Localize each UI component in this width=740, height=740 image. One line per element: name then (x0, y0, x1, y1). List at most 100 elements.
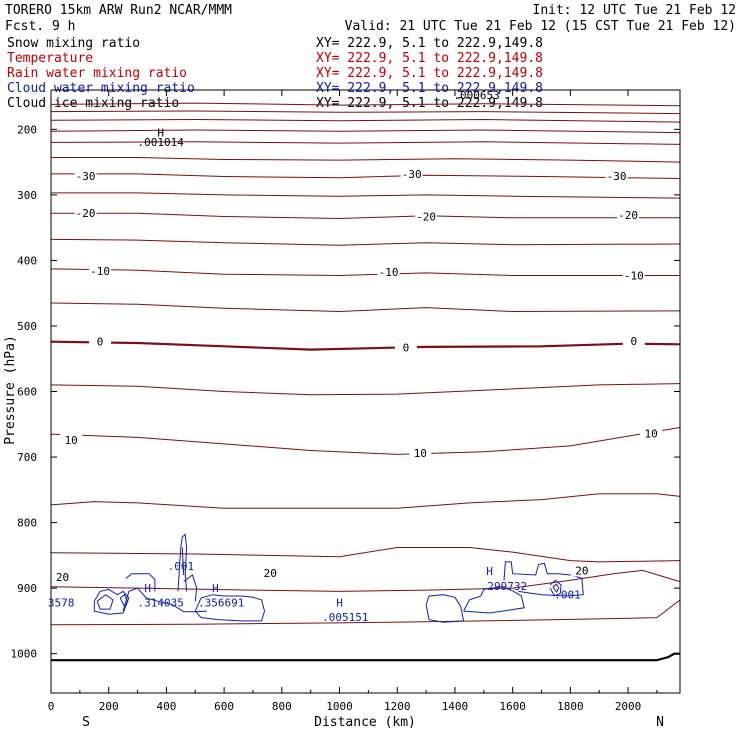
isotherm-label: 20 (264, 567, 277, 580)
isotherm-label-bg (400, 167, 423, 180)
isotherm-label: -10 (624, 269, 644, 282)
isotherm--40 (50, 141, 681, 145)
y-tick-label: 1000 (11, 648, 38, 661)
y-tick-label: 700 (17, 451, 37, 464)
isotherm-label: 10 (65, 434, 78, 447)
isotherm--50 (50, 118, 681, 123)
extremum-label: H (157, 127, 164, 140)
isotherm-labels: -30 -30 -30 -20 -20 -20 -10 -10 -10 0 0 0 10 10 10 20 20… (51, 167, 663, 584)
header-forecast-hour: Fcst. 9 h (5, 19, 75, 34)
ground-line (51, 652, 680, 662)
cloud-water-contour (119, 593, 129, 608)
legend-cloud-ice-xy: XY= 222.9, 5.1 to 222.9,149.8 (316, 96, 543, 111)
legend-rain-label: Rain water mixing ratio (7, 66, 187, 81)
isotherm-label-bg (415, 210, 438, 223)
y-tick-label: 300 (17, 189, 37, 202)
isotherm-label: -30 (76, 170, 96, 183)
isotherm-0 (50, 340, 681, 351)
isotherm-label-bg (89, 335, 112, 348)
isotherm-label-bg (74, 207, 97, 220)
cloud-water-contour (463, 586, 525, 614)
isotherm-label: 20 (575, 564, 588, 577)
isotherm-label: 10 (414, 447, 427, 460)
isotherm-10 (50, 427, 681, 455)
x-tick-label: 1000 (326, 700, 353, 713)
header-title: TORERO 15km ARW Run2 NCAR/MMM (5, 3, 232, 18)
isotherm--25 (51, 192, 681, 199)
isotherm-label-bg (394, 341, 417, 354)
isotherm--35 (51, 157, 681, 163)
legend-cloud-water-xy: XY= 222.9, 5.1 to 222.9,149.8 (316, 81, 543, 96)
x-axis-north-label: N (656, 715, 664, 730)
isotherm-label: 20 (56, 571, 69, 584)
isotherm-label: 10 (645, 427, 658, 440)
x-tick-label: 1200 (384, 700, 411, 713)
extremum-label: .001014 (137, 136, 184, 149)
isotherm-label-bg (640, 427, 663, 440)
legend-cloud-water-label: Cloud water mixing ratio (7, 81, 195, 96)
isotherm-5 (50, 383, 681, 396)
legend-temperature-label: Temperature (7, 51, 93, 66)
isotherm-25 (50, 599, 681, 626)
y-axis-title: Pressure (hPa) (3, 335, 18, 445)
isotherm-label-bg (409, 447, 432, 460)
x-tick-label: 400 (156, 700, 176, 713)
isotherm-15 (50, 493, 681, 509)
isotherm-label-bg (74, 169, 97, 182)
x-tick-label: 0 (48, 700, 55, 713)
y-tick-label: 200 (17, 123, 37, 136)
extremum-label: H (144, 582, 151, 595)
isotherm-label-bg (60, 434, 83, 447)
x-tick-label: 200 (99, 700, 119, 713)
legend-snow-xy: XY= 222.9, 5.1 to 222.9,149.8 (316, 36, 543, 51)
x-tick-label: 1600 (499, 700, 526, 713)
x-tick-label: 800 (272, 700, 292, 713)
cloud-water-contour (425, 594, 465, 623)
y-tick-label: 500 (17, 320, 37, 333)
cloud-water-contour (125, 573, 156, 592)
isotherm--5 (50, 302, 681, 313)
isotherm-label-bg (622, 335, 645, 348)
isotherm-label-bg (89, 264, 112, 277)
cloud-water-contour (181, 547, 185, 576)
isotherm--45 (50, 129, 681, 134)
legend-temperature-xy: XY= 222.9, 5.1 to 222.9,149.8 (316, 51, 543, 66)
x-tick-label: 1800 (557, 700, 584, 713)
isotherm-label-bg (617, 209, 640, 222)
extremum-label: .299732 (481, 580, 527, 593)
extremum-label: H (486, 565, 493, 578)
isotherm--15 (50, 238, 681, 246)
isotherm-label-bg (622, 269, 645, 282)
cloud-water-contour (503, 561, 584, 597)
x-tick-label: 1400 (442, 700, 469, 713)
isotherm-label: -30 (607, 170, 627, 183)
cloud-water-contour (183, 574, 198, 602)
isotherm-label: -20 (416, 210, 436, 223)
isotherm-label: -30 (402, 168, 422, 181)
y-tick-label: 900 (17, 582, 37, 595)
terrain-surface (51, 652, 680, 662)
isotherm--30 (51, 173, 681, 179)
temperature-isotherms (50, 102, 681, 626)
cloud-water-contour (122, 587, 207, 613)
isotherm-label-bg (51, 570, 74, 583)
isotherm--60 (50, 102, 681, 107)
header-valid-time: Valid: 21 UTC Tue 21 Feb 12 (15 CST Tue … (345, 19, 736, 34)
y-tick-label: 800 (17, 517, 37, 530)
legend: Snow mixing ratio XY= 222.9, 5.1 to 222.… (7, 36, 543, 111)
cloud-water-contour (552, 583, 560, 594)
isotherm-label: 0 (631, 335, 638, 348)
legend-snow-label: Snow mixing ratio (7, 36, 140, 51)
cloud-water-contour (177, 533, 188, 592)
isotherm-label: -20 (618, 209, 638, 222)
extremum-label: H (212, 582, 219, 595)
cloud-water-contour (549, 579, 562, 597)
legend-cloud-ice-label: Cloud ice mixing ratio (7, 96, 179, 111)
y-tick-label: 400 (17, 254, 37, 267)
header-init-time: Init: 12 UTC Tue 21 Feb 12 (533, 3, 737, 18)
cloud-water-contour (93, 588, 130, 615)
isotherm--20 (51, 212, 680, 220)
cloud-water-contour (194, 594, 266, 622)
isotherm-label-bg (259, 567, 282, 580)
